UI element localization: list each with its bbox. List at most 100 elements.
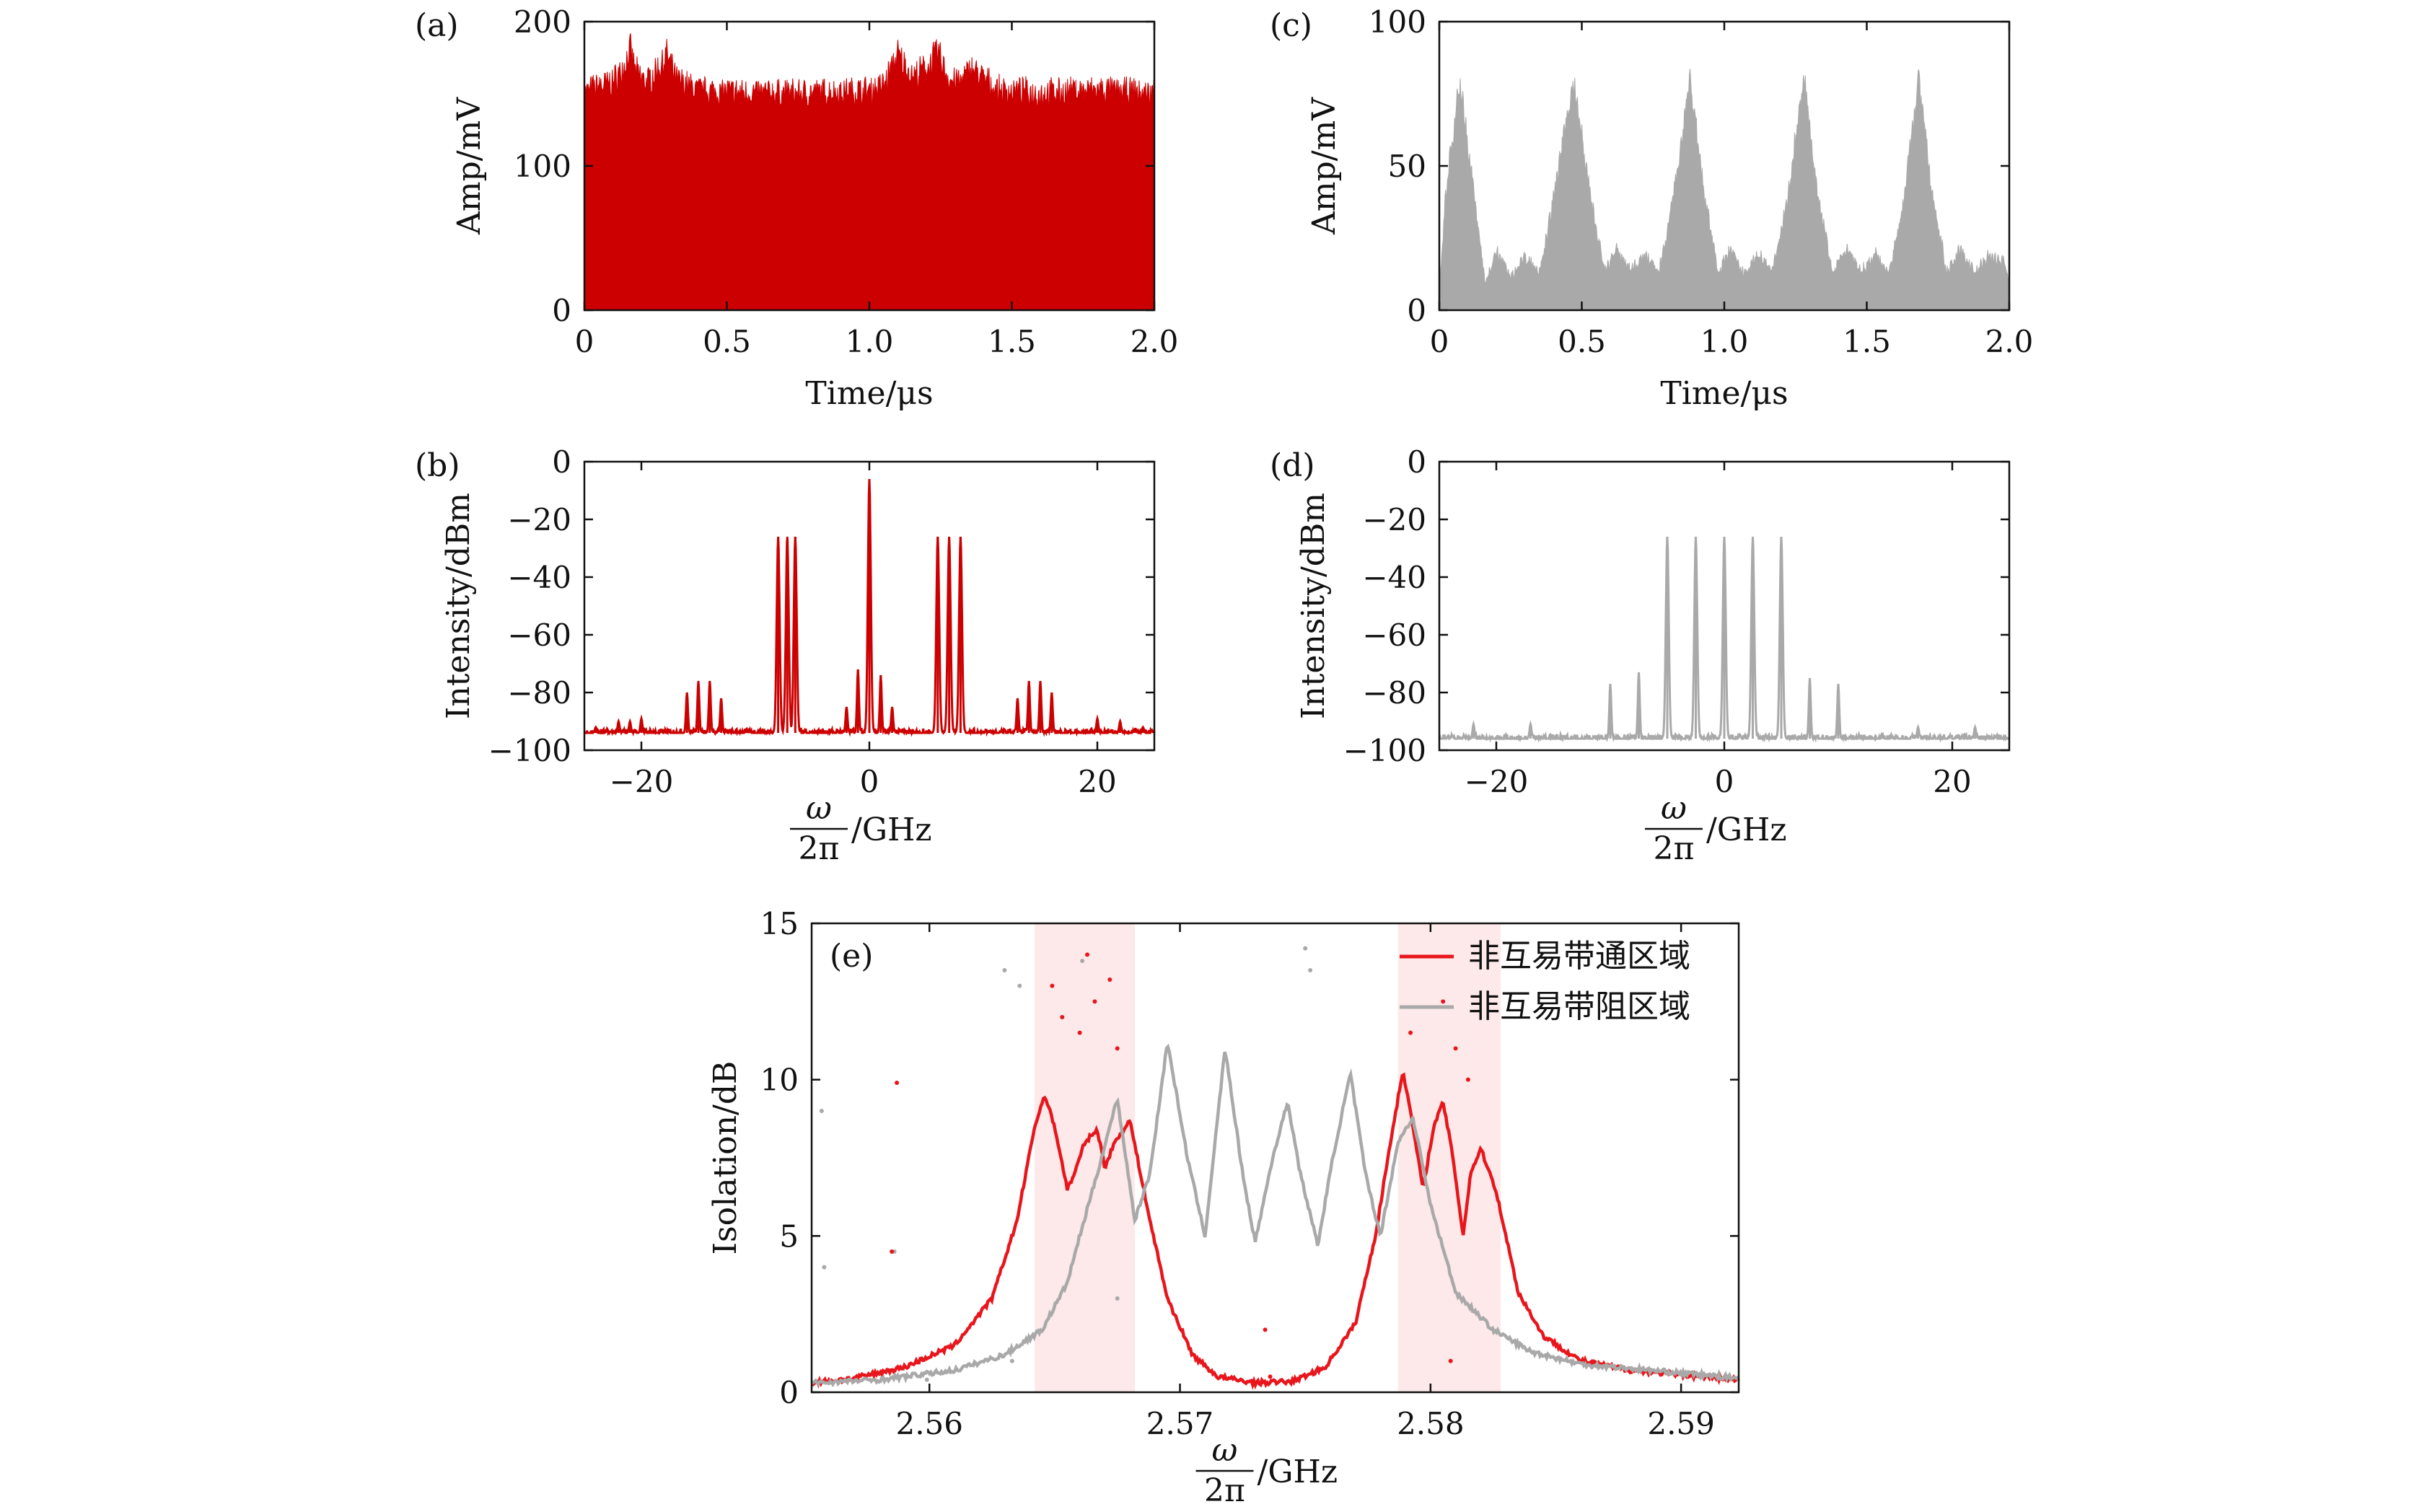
scatter-point-0-8 — [1308, 968, 1313, 972]
panel-e: 2.56 2.57 2.58 2.59 0 5 10 15 Isolation/dB ω2π/GH… — [707, 906, 1741, 1509]
x-tick-label-3: 2.59 — [1647, 1406, 1715, 1441]
y-tick-label-2: 200 — [514, 4, 571, 40]
axes-frame — [810, 922, 1740, 1394]
scatter-point-1-6 — [1092, 999, 1097, 1004]
y-tick-label-2: −40 — [507, 560, 571, 595]
panel-label: (d) — [1270, 447, 1315, 484]
scatter-point-1-7 — [1107, 977, 1112, 982]
scatter-point-0-3 — [1002, 968, 1007, 972]
y-tick-label-2: 10 — [760, 1063, 799, 1098]
y-tick-label-1: −20 — [507, 502, 571, 537]
scatter-point-1-4 — [1077, 1030, 1082, 1035]
y-tick-label-0: 0 — [552, 444, 571, 480]
y-tick-label-2: 100 — [1369, 4, 1426, 40]
scatter-point-1-1 — [890, 1249, 895, 1254]
x-axis-label-denominator: 2π — [1204, 1472, 1245, 1509]
panel-a: 0 0.5 1.0 1.5 2.0 0 100 200 Amp/mV Time/μs (a) — [415, 4, 1178, 412]
scatter-point-1-12 — [1441, 999, 1446, 1004]
y-tick-label-4: −80 — [1362, 675, 1426, 711]
y-tick-label-1: 5 — [779, 1218, 799, 1254]
panel-b: −20 0 20 0 −20 −40 −60 −80 −100 Intensity/dBm ω2π /… — [415, 444, 1156, 867]
legend-entry-0: 非互易带通区域 — [1468, 938, 1690, 975]
x-tick-label-2: 20 — [1078, 764, 1116, 799]
x-axis-label-numerator: ω — [1212, 1432, 1238, 1469]
x-axis-label-unit: /GHz — [1258, 1454, 1338, 1490]
x-axis-label-numerator: ω — [1661, 790, 1687, 827]
y-tick-label-0: 0 — [1407, 293, 1426, 328]
x-tick-label-2: 1.0 — [1700, 324, 1749, 359]
x-tick-label-1: 0 — [860, 764, 879, 799]
x-tick-label-0: 0 — [1430, 324, 1449, 359]
y-tick-label-1: −20 — [1362, 502, 1426, 537]
legend-entry-1: 非互易带阻区域 — [1468, 988, 1690, 1025]
series-area — [584, 33, 1155, 311]
x-tick-label-3: 1.5 — [1843, 324, 1891, 359]
y-tick-label-3: −60 — [507, 617, 571, 653]
scatter-point-1-10 — [1268, 1374, 1273, 1379]
scatter-point-1-14 — [1453, 1046, 1458, 1051]
y-axis-label: Intensity/dBm — [440, 493, 477, 719]
x-axis-label-unit: /GHz — [1706, 812, 1787, 848]
y-tick-label-5: −100 — [488, 733, 571, 768]
x-tick-label-1: 0 — [1715, 764, 1734, 799]
y-tick-label-1: 50 — [1388, 149, 1426, 184]
scatter-point-0-6 — [1080, 959, 1085, 963]
panel-d: −20 0 20 0 −20 −40 −60 −80 −100 Intensity/dBm ω2π /… — [1270, 444, 2011, 867]
x-tick-label-0: −20 — [610, 764, 674, 799]
x-axis-label-unit: /GHz — [851, 812, 932, 848]
y-axis-label: Amp/mV — [451, 97, 488, 235]
scatter-point-0-4 — [1009, 1358, 1014, 1363]
x-axis-label-denominator: 2π — [1654, 830, 1695, 867]
x-axis-label-numerator: ω — [806, 790, 832, 827]
y-tick-label-2: −40 — [1362, 560, 1426, 595]
y-tick-label-0: 0 — [779, 1375, 799, 1410]
scatter-point-0-1 — [822, 1265, 827, 1270]
x-tick-label-1: 0.5 — [703, 324, 751, 359]
shaded-band-0 — [1035, 923, 1136, 1392]
scatter-point-1-11 — [1408, 1030, 1413, 1035]
y-tick-label-0: 0 — [552, 293, 571, 328]
panel-label: (e) — [830, 938, 873, 975]
x-tick-label-2: 20 — [1933, 764, 1971, 799]
x-tick-label-2: 1.0 — [846, 324, 894, 359]
y-axis-label: Intensity/dBm — [1295, 493, 1332, 719]
panel-label: (a) — [415, 7, 459, 44]
scatter-point-1-9 — [1263, 1327, 1268, 1332]
scatter-point-1-3 — [1060, 1015, 1065, 1019]
x-axis-label: Time/μs — [1660, 375, 1788, 412]
x-tick-label-4: 2.0 — [1131, 324, 1179, 359]
y-tick-label-5: −100 — [1343, 733, 1426, 768]
x-tick-label-2: 2.58 — [1397, 1406, 1465, 1441]
y-axis-label: Amp/mV — [1306, 97, 1343, 235]
series-line-0 — [811, 1072, 1739, 1390]
scatter-point-0-0 — [819, 1109, 824, 1113]
scatter-point-1-13 — [1448, 1358, 1453, 1363]
x-tick-label-0: 2.56 — [895, 1406, 963, 1441]
scatter-point-0-7 — [1303, 946, 1308, 951]
x-tick-label-3: 1.5 — [988, 324, 1036, 359]
panel-label: (b) — [415, 447, 460, 484]
scatter-point-1-8 — [1115, 1046, 1120, 1051]
x-tick-label-0: −20 — [1465, 764, 1529, 799]
x-axis-label-denominator: 2π — [799, 830, 840, 867]
scatter-point-0-10 — [924, 1377, 929, 1382]
y-axis-label: Isolation/dB — [707, 1061, 744, 1255]
y-tick-label-3: −60 — [1362, 617, 1426, 653]
series-area — [1439, 69, 2010, 311]
x-tick-label-1: 2.57 — [1146, 1406, 1214, 1441]
scatter-point-1-5 — [1085, 952, 1090, 957]
panel-c: 0 0.5 1.0 1.5 2.0 0 50 100 Amp/mV Time/μs (c) — [1270, 4, 2033, 412]
scatter-point-0-5 — [1017, 983, 1022, 988]
y-tick-label-0: 0 — [1407, 444, 1426, 480]
series-line-1 — [810, 1043, 1741, 1388]
scatter-point-1-15 — [1465, 1077, 1470, 1082]
x-tick-label-1: 0.5 — [1558, 324, 1606, 359]
y-tick-label-1: 100 — [514, 149, 571, 184]
x-tick-label-4: 2.0 — [1985, 324, 2034, 359]
y-tick-label-3: 15 — [760, 906, 799, 941]
x-tick-label-0: 0 — [575, 324, 594, 359]
scatter-point-1-0 — [895, 1081, 900, 1085]
scatter-point-0-9 — [1115, 1296, 1120, 1301]
